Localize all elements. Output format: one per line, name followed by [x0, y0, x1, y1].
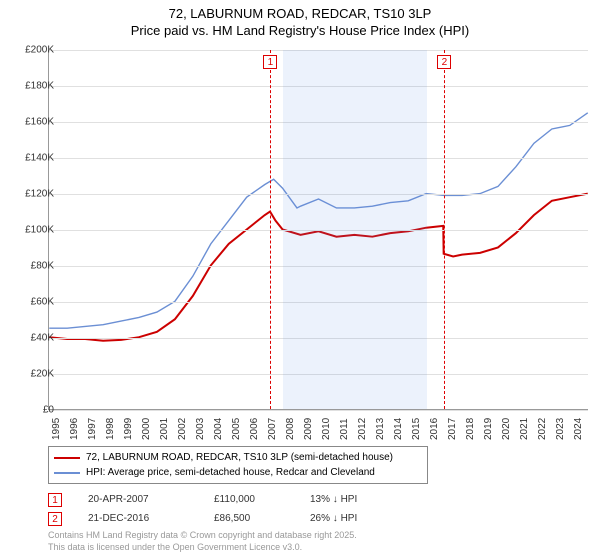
x-axis-label: 2006	[249, 418, 260, 440]
y-axis-label: £200K	[25, 45, 54, 56]
y-axis-label: £40K	[31, 333, 54, 344]
x-axis-label: 2022	[537, 418, 548, 440]
sale-delta: 13% ↓ HPI	[310, 490, 390, 509]
attribution-text: Contains HM Land Registry data © Crown c…	[48, 530, 357, 553]
y-axis-label: £100K	[25, 225, 54, 236]
x-axis-label: 2024	[573, 418, 584, 440]
sale-date: 21-DEC-2016	[88, 509, 188, 528]
gridline	[49, 410, 588, 411]
legend-item: 72, LABURNUM ROAD, REDCAR, TS10 3LP (sem…	[54, 450, 422, 465]
chart-plot-area: 12	[48, 50, 588, 410]
y-axis-label: £120K	[25, 189, 54, 200]
x-axis-label: 1996	[69, 418, 80, 440]
x-axis-label: 2015	[411, 418, 422, 440]
title-line1: 72, LABURNUM ROAD, REDCAR, TS10 3LP	[0, 6, 600, 23]
sale-marker-box: 1	[263, 55, 277, 69]
y-axis-label: £160K	[25, 117, 54, 128]
x-axis-label: 2008	[285, 418, 296, 440]
x-axis-label: 2005	[231, 418, 242, 440]
x-axis-label: 1995	[51, 418, 62, 440]
x-axis-label: 2000	[141, 418, 152, 440]
legend-label: HPI: Average price, semi-detached house,…	[86, 465, 375, 480]
sale-price: £110,000	[214, 490, 284, 509]
attribution-line1: Contains HM Land Registry data © Crown c…	[48, 530, 357, 542]
legend-swatch	[54, 457, 80, 459]
x-axis-label: 2007	[267, 418, 278, 440]
y-axis-label: £180K	[25, 81, 54, 92]
x-axis-label: 1997	[87, 418, 98, 440]
sales-table: 1 20-APR-2007 £110,000 13% ↓ HPI 2 21-DEC-201…	[48, 490, 390, 528]
sale-delta: 26% ↓ HPI	[310, 509, 390, 528]
x-axis-label: 2019	[483, 418, 494, 440]
x-axis-label: 2018	[465, 418, 476, 440]
x-axis-label: 2003	[195, 418, 206, 440]
x-axis-label: 2009	[303, 418, 314, 440]
y-axis-label: £0	[43, 405, 54, 416]
x-axis-label: 2001	[159, 418, 170, 440]
legend-swatch	[54, 472, 80, 474]
y-axis-label: £80K	[31, 261, 54, 272]
x-axis-label: 2011	[339, 418, 350, 440]
x-axis-label: 2017	[447, 418, 458, 440]
x-axis-label: 2002	[177, 418, 188, 440]
y-axis-label: £20K	[31, 369, 54, 380]
attribution-line2: This data is licensed under the Open Gov…	[48, 542, 357, 554]
x-axis-label: 2010	[321, 418, 332, 440]
x-axis-label: 2013	[375, 418, 386, 440]
sale-price: £86,500	[214, 509, 284, 528]
recession-shade	[283, 50, 427, 409]
sale-row-marker: 1	[48, 493, 62, 507]
x-axis-label: 2021	[519, 418, 530, 440]
legend-item: HPI: Average price, semi-detached house,…	[54, 465, 422, 480]
y-axis-label: £60K	[31, 297, 54, 308]
sale-row: 2 21-DEC-2016 £86,500 26% ↓ HPI	[48, 509, 390, 528]
x-axis-label: 2023	[555, 418, 566, 440]
sale-marker-line	[444, 50, 445, 409]
sale-marker-line	[270, 50, 271, 409]
y-axis-label: £140K	[25, 153, 54, 164]
x-axis-label: 2004	[213, 418, 224, 440]
chart-title: 72, LABURNUM ROAD, REDCAR, TS10 3LP Pric…	[0, 0, 600, 40]
x-axis-label: 2016	[429, 418, 440, 440]
x-axis-label: 1998	[105, 418, 116, 440]
x-axis-label: 2020	[501, 418, 512, 440]
sale-row: 1 20-APR-2007 £110,000 13% ↓ HPI	[48, 490, 390, 509]
sale-marker-box: 2	[437, 55, 451, 69]
x-axis-label: 1999	[123, 418, 134, 440]
title-line2: Price paid vs. HM Land Registry's House …	[0, 23, 600, 40]
sale-row-marker: 2	[48, 512, 62, 526]
x-axis-label: 2012	[357, 418, 368, 440]
sale-date: 20-APR-2007	[88, 490, 188, 509]
chart-legend: 72, LABURNUM ROAD, REDCAR, TS10 3LP (sem…	[48, 446, 428, 484]
x-axis-label: 2014	[393, 418, 404, 440]
legend-label: 72, LABURNUM ROAD, REDCAR, TS10 3LP (sem…	[86, 450, 393, 465]
